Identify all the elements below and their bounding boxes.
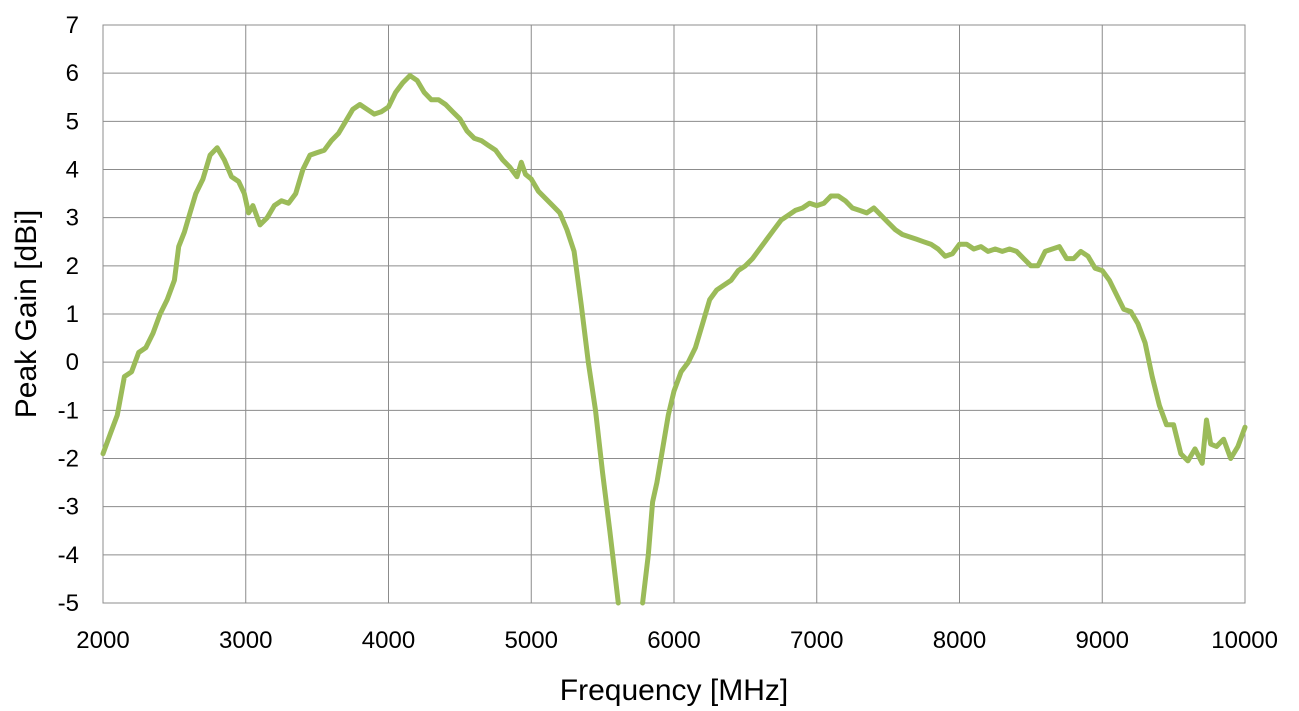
- x-tick-label: 5000: [505, 627, 558, 654]
- y-tick-label: 2: [66, 253, 79, 280]
- plot-area-border: [102, 24, 1246, 604]
- y-tick-label: 1: [66, 301, 79, 328]
- x-tick-label: 10000: [1211, 627, 1278, 654]
- y-tick-label: 6: [66, 60, 79, 87]
- x-axis-title: Frequency [MHz]: [560, 674, 788, 707]
- x-tick-label: 2000: [76, 627, 129, 654]
- y-tick-label: -4: [58, 542, 79, 569]
- x-axis-tick-labels: 2000 3000 4000 5000 6000 7000 8000 9000 10000: [76, 627, 1278, 654]
- y-tick-label: -3: [58, 494, 79, 521]
- y-tick-label: -2: [58, 446, 79, 473]
- y-axis-title: Peak Gain [dBi]: [10, 210, 43, 418]
- y-tick-label: 3: [66, 205, 79, 232]
- x-tick-label: 3000: [219, 627, 272, 654]
- x-tick-label: 9000: [1076, 627, 1129, 654]
- grid: [102, 24, 1246, 604]
- y-axis-tick-labels: -5 -4 -3 -2 -1 0 1 2 3 4 5 6 7: [58, 12, 79, 617]
- x-tick-label: 7000: [790, 627, 843, 654]
- y-tick-label: -5: [58, 590, 79, 617]
- y-tick-label: 7: [66, 12, 79, 39]
- x-tick-label: 6000: [647, 627, 700, 654]
- y-tick-label: 5: [66, 108, 79, 135]
- x-tick-label: 4000: [362, 627, 415, 654]
- series-line-peak-gain: [100, 73, 1248, 606]
- y-tick-label: 0: [66, 349, 79, 376]
- y-tick-label: -1: [58, 397, 79, 424]
- x-tick-label: 8000: [933, 627, 986, 654]
- y-tick-label: 4: [66, 157, 79, 184]
